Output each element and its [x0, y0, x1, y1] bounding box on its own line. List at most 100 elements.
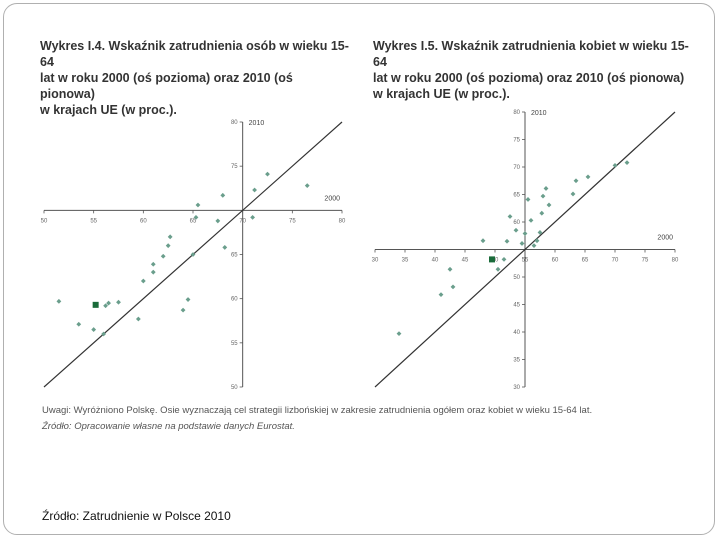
data-point: [480, 238, 486, 244]
x-tick-label: 65: [190, 218, 197, 224]
data-point: [160, 253, 166, 259]
data-point: [540, 193, 546, 199]
data-point: [252, 187, 257, 193]
data-point-poland: [92, 301, 99, 308]
data-point: [165, 243, 171, 249]
footer-source: Źródło: Zatrudnienie w Polsce 2010: [42, 509, 231, 523]
y-tick-label: 75: [513, 138, 520, 144]
data-point: [522, 231, 528, 236]
x-tick-label: 60: [140, 218, 147, 224]
data-point: [504, 238, 510, 244]
x-tick-label: 70: [239, 218, 246, 224]
x-tick-label: 55: [522, 258, 529, 264]
data-point: [447, 266, 453, 272]
data-point: [624, 160, 630, 165]
data-point: [528, 217, 534, 223]
x-tick-label: 35: [402, 258, 409, 264]
x-tick-label: 75: [289, 218, 296, 224]
x-tick-label: 50: [492, 258, 499, 264]
x-tick-label: 80: [339, 218, 346, 224]
data-point: [501, 257, 507, 262]
data-point: [91, 327, 97, 332]
data-point: [167, 234, 173, 240]
data-point: [250, 215, 255, 220]
data-point: [56, 298, 62, 304]
data-point: [180, 307, 186, 313]
data-point: [222, 245, 228, 250]
data-point: [76, 321, 82, 327]
data-point: [513, 227, 519, 233]
x-tick-label: 75: [642, 258, 649, 264]
y-tick-label: 55: [231, 341, 238, 347]
chart-note: Uwagi: Wyróżniono Polskę. Osie wyznaczaj…: [42, 405, 593, 416]
reference-line: [374, 111, 676, 388]
x-tick-label: 65: [582, 258, 589, 264]
x-axis-label: 2000: [324, 195, 340, 202]
data-point: [543, 186, 549, 191]
data-point: [265, 171, 270, 177]
data-point: [140, 278, 146, 284]
y-tick-label: 40: [513, 330, 520, 336]
x-tick-label: 60: [552, 258, 559, 264]
y-tick-label: 65: [231, 253, 238, 259]
data-point: [106, 300, 111, 306]
y-tick-label: 80: [513, 110, 520, 116]
chart-title-right: Wykres I.5. Wskaźnik zatrudnienia kobiet…: [373, 39, 689, 101]
data-point: [150, 261, 156, 267]
x-tick-label: 80: [672, 258, 679, 264]
y-tick-label: 65: [513, 193, 520, 199]
x-tick-label: 55: [90, 218, 97, 224]
data-point: [185, 297, 191, 302]
data-point: [438, 292, 444, 297]
y-tick-label: 60: [513, 220, 520, 226]
data-point: [585, 174, 591, 180]
data-point: [150, 269, 156, 275]
data-point: [450, 284, 456, 290]
y-tick-label: 70: [513, 165, 520, 171]
data-point: [195, 202, 201, 208]
data-point: [539, 210, 545, 216]
data-point: [534, 238, 540, 244]
data-point: [525, 197, 531, 202]
data-point: [537, 230, 543, 235]
x-tick-label: 40: [432, 258, 439, 264]
data-point: [495, 266, 501, 272]
x-tick-label: 50: [41, 218, 48, 224]
y-tick-label: 75: [231, 164, 238, 170]
chart-title-left: Wykres I.4. Wskaźnik zatrudnienia osób w…: [40, 39, 349, 117]
data-point-poland: [489, 256, 495, 263]
y-tick-label: 35: [513, 358, 520, 364]
data-point: [103, 303, 108, 309]
data-point: [570, 191, 576, 197]
data-point: [304, 183, 310, 188]
y-tick-label: 50: [231, 385, 238, 391]
data-point: [396, 331, 402, 337]
data-point: [531, 243, 537, 249]
y-tick-label: 50: [513, 275, 520, 281]
data-point: [220, 192, 226, 198]
y-tick-label: 80: [231, 120, 238, 126]
x-tick-label: 70: [612, 258, 619, 264]
x-axis-label: 2000: [657, 235, 673, 242]
data-point: [546, 202, 552, 208]
data-point: [573, 178, 579, 184]
slide-frame: [3, 3, 715, 535]
data-point: [190, 252, 196, 257]
y-tick-label: 45: [513, 303, 520, 309]
data-point: [612, 162, 618, 168]
x-tick-label: 30: [372, 258, 379, 264]
data-point: [193, 215, 199, 220]
data-point: [215, 218, 221, 224]
data-point: [519, 241, 525, 246]
y-tick-label: 60: [231, 297, 238, 303]
y-axis-label: 2010: [249, 120, 265, 127]
data-point: [101, 331, 106, 337]
chart-source-note: Źródło: Opracowanie własne na podstawie …: [42, 421, 295, 432]
data-point: [135, 316, 141, 322]
y-tick-label: 30: [513, 385, 520, 391]
y-axis-label: 2010: [531, 110, 547, 117]
data-point: [507, 214, 513, 219]
x-tick-label: 45: [462, 258, 469, 264]
